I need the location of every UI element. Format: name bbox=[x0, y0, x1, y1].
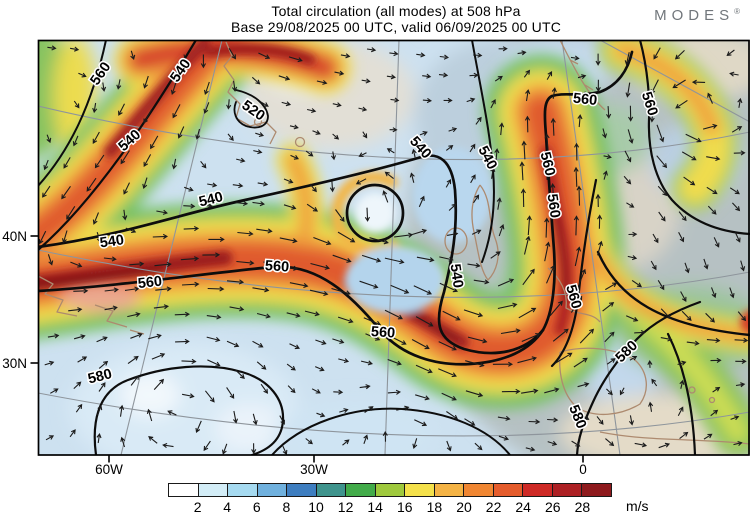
contour-label: 560 bbox=[370, 324, 395, 342]
colorbar-tick: 12 bbox=[337, 499, 354, 515]
modes-logo-text: MODES bbox=[654, 7, 735, 24]
colorbar-segment bbox=[523, 484, 553, 496]
colorbar-segment bbox=[316, 484, 347, 496]
lon-tick-label: 0 bbox=[579, 462, 587, 477]
modes-logo-mark: ® bbox=[734, 7, 740, 16]
colorbar-tick: 28 bbox=[574, 499, 591, 515]
colorbar-tick: 26 bbox=[545, 499, 561, 515]
contour-label: 540 bbox=[99, 232, 125, 251]
colorbar-segment bbox=[552, 484, 583, 496]
colorbar-tick: 18 bbox=[426, 499, 443, 515]
colorbar-tick: 2 bbox=[193, 499, 202, 515]
contour-label: 560 bbox=[137, 274, 163, 292]
colorbar-segment bbox=[346, 484, 376, 496]
colorbar-segment bbox=[405, 484, 435, 496]
lat-tick-label: 30N bbox=[2, 356, 27, 371]
chart-titles: Total circulation (all modes) at 508 hPa… bbox=[40, 3, 750, 35]
lon-tick-label: 30W bbox=[300, 462, 328, 477]
colorbar-tick: 20 bbox=[456, 499, 472, 515]
lat-tick-label: 40N bbox=[2, 229, 27, 244]
coastlines bbox=[38, 40, 750, 445]
colorbar-segment bbox=[375, 484, 406, 496]
colorbar-segments bbox=[168, 483, 612, 497]
chart-subtitle: Base 29/08/2025 00 UTC, valid 06/09/2025… bbox=[230, 19, 562, 35]
colorbar-segment bbox=[582, 484, 611, 496]
colorbar-segment bbox=[464, 484, 494, 496]
colorbar-segment bbox=[228, 484, 258, 496]
colorbar-tick: 6 bbox=[252, 499, 261, 515]
colorbar-tick-labels: 2 4 6 8 10 12 14 16 18 20 22 24 26 28 bbox=[168, 499, 612, 516]
colorbar-segment bbox=[257, 484, 288, 496]
colorbar-units: m/s bbox=[626, 498, 649, 514]
lon-tick-label: 60W bbox=[95, 462, 123, 477]
colorbar-segment bbox=[493, 484, 524, 496]
colorbar-tick: 10 bbox=[308, 499, 324, 515]
colorbar-segment bbox=[287, 484, 317, 496]
colorbar-tick: 22 bbox=[485, 499, 502, 515]
colorbar-segment bbox=[434, 484, 465, 496]
contour-label: 560 bbox=[544, 193, 563, 219]
colorbar-segment bbox=[169, 484, 199, 496]
colorbar-segment bbox=[198, 484, 229, 496]
colorbar: 2 4 6 8 10 12 14 16 18 20 22 24 26 28 bbox=[168, 483, 612, 516]
colorbar-tick: 16 bbox=[397, 499, 413, 515]
colorbar-tick: 8 bbox=[282, 499, 291, 515]
axis-labels: 40N 30N 60W 30W 0 bbox=[2, 229, 587, 477]
colorbar-tick: 14 bbox=[367, 499, 383, 515]
wind-arrows-layer bbox=[38, 45, 749, 455]
colorbar-tick: 4 bbox=[223, 499, 232, 515]
chart-title: Total circulation (all modes) at 508 hPa bbox=[271, 3, 521, 19]
contour-label: 560 bbox=[572, 91, 598, 109]
contour-label: 540 bbox=[447, 263, 466, 289]
colorbar-tick: 24 bbox=[515, 499, 531, 515]
contour-label: 560 bbox=[264, 258, 289, 276]
map-frame bbox=[37, 39, 750, 456]
modes-logo: MODES® bbox=[654, 7, 740, 24]
